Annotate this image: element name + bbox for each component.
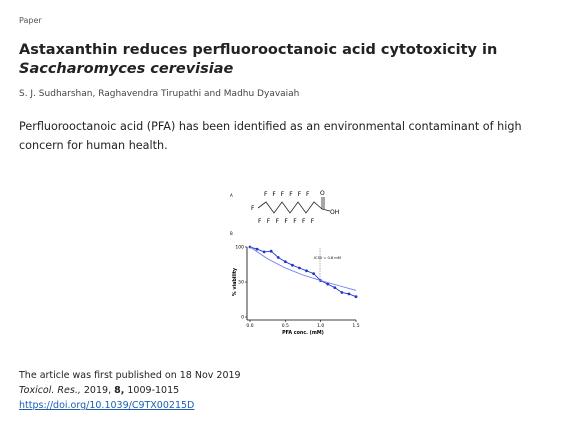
- citation: The article was first published on 18 No…: [19, 368, 241, 413]
- atom-label: F: [267, 218, 271, 225]
- atom-label: F: [276, 218, 280, 225]
- atom-label: F: [258, 218, 262, 225]
- title-italic: Saccharomyces cerevisiae: [19, 61, 234, 77]
- atom-label: F: [264, 191, 268, 198]
- y-tick-label: 100: [235, 245, 244, 251]
- title: Astaxanthin reduces perfluorooctanoic ac…: [19, 41, 559, 79]
- annotation: IC50 = 0.8 mM: [314, 256, 341, 260]
- series-line: [249, 246, 357, 298]
- data-point: [312, 272, 315, 275]
- atom-label: F: [306, 191, 310, 198]
- x-tick-label: 1.0: [317, 323, 324, 329]
- x-tick-label: 0.0: [246, 323, 253, 329]
- atom-label: F: [272, 191, 276, 198]
- title-text: Astaxanthin reduces perfluorooctanoic ac…: [19, 42, 498, 58]
- atom-label: F: [311, 218, 315, 225]
- y-tick-label: 50: [238, 280, 244, 286]
- series-line: [249, 246, 357, 291]
- y-axis-label: % viability: [232, 267, 238, 296]
- authors: S. J. Sudharshan, Raghavendra Tirupathi …: [19, 89, 300, 99]
- doi-link[interactable]: https://doi.org/10.1039/C9TX00215D: [19, 400, 195, 411]
- reference: Toxicol. Res., 2019, 8, 1009-1015: [19, 383, 241, 398]
- data-point: [326, 282, 330, 286]
- y-tick-label: 0: [241, 315, 244, 321]
- abstract: Perfluorooctanoic acid (PFA) has been id…: [19, 120, 522, 152]
- atom-label: F: [284, 218, 288, 225]
- data-point: [276, 256, 280, 259]
- panel-label: A: [230, 193, 233, 198]
- data-point: [340, 291, 344, 294]
- data-point: [354, 295, 358, 299]
- volume: 8,: [114, 385, 125, 396]
- atom-label: F: [251, 205, 255, 212]
- data-point: [283, 260, 287, 264]
- data-point: [298, 266, 301, 270]
- atom-label: F: [302, 218, 306, 225]
- data-point: [333, 286, 337, 289]
- pages: 1009-1015: [127, 385, 180, 396]
- atom-label: OH: [330, 209, 339, 216]
- x-tick-label: 0.5: [282, 323, 289, 329]
- atom-label: O: [320, 190, 325, 197]
- atom-label: F: [298, 191, 302, 198]
- data-point: [347, 292, 351, 296]
- panel-label: B: [230, 231, 233, 236]
- data-point: [291, 263, 294, 267]
- atom-label: F: [289, 191, 293, 198]
- data-point: [269, 249, 273, 253]
- x-axis-label: PFA conc. (mM): [282, 330, 324, 336]
- kind-label: Paper: [19, 16, 42, 25]
- structure-chain: [257, 201, 323, 214]
- atom-label: F: [281, 191, 285, 198]
- published: The article was first published on 18 No…: [19, 370, 241, 381]
- data-point: [255, 247, 259, 251]
- x-tick-label: 1.5: [352, 323, 359, 329]
- data-point: [305, 269, 308, 273]
- year: 2019,: [83, 385, 112, 396]
- journal: Toxicol. Res.,: [19, 385, 81, 396]
- data-point: [262, 250, 266, 254]
- bond: [321, 208, 331, 212]
- atom-label: F: [293, 218, 297, 225]
